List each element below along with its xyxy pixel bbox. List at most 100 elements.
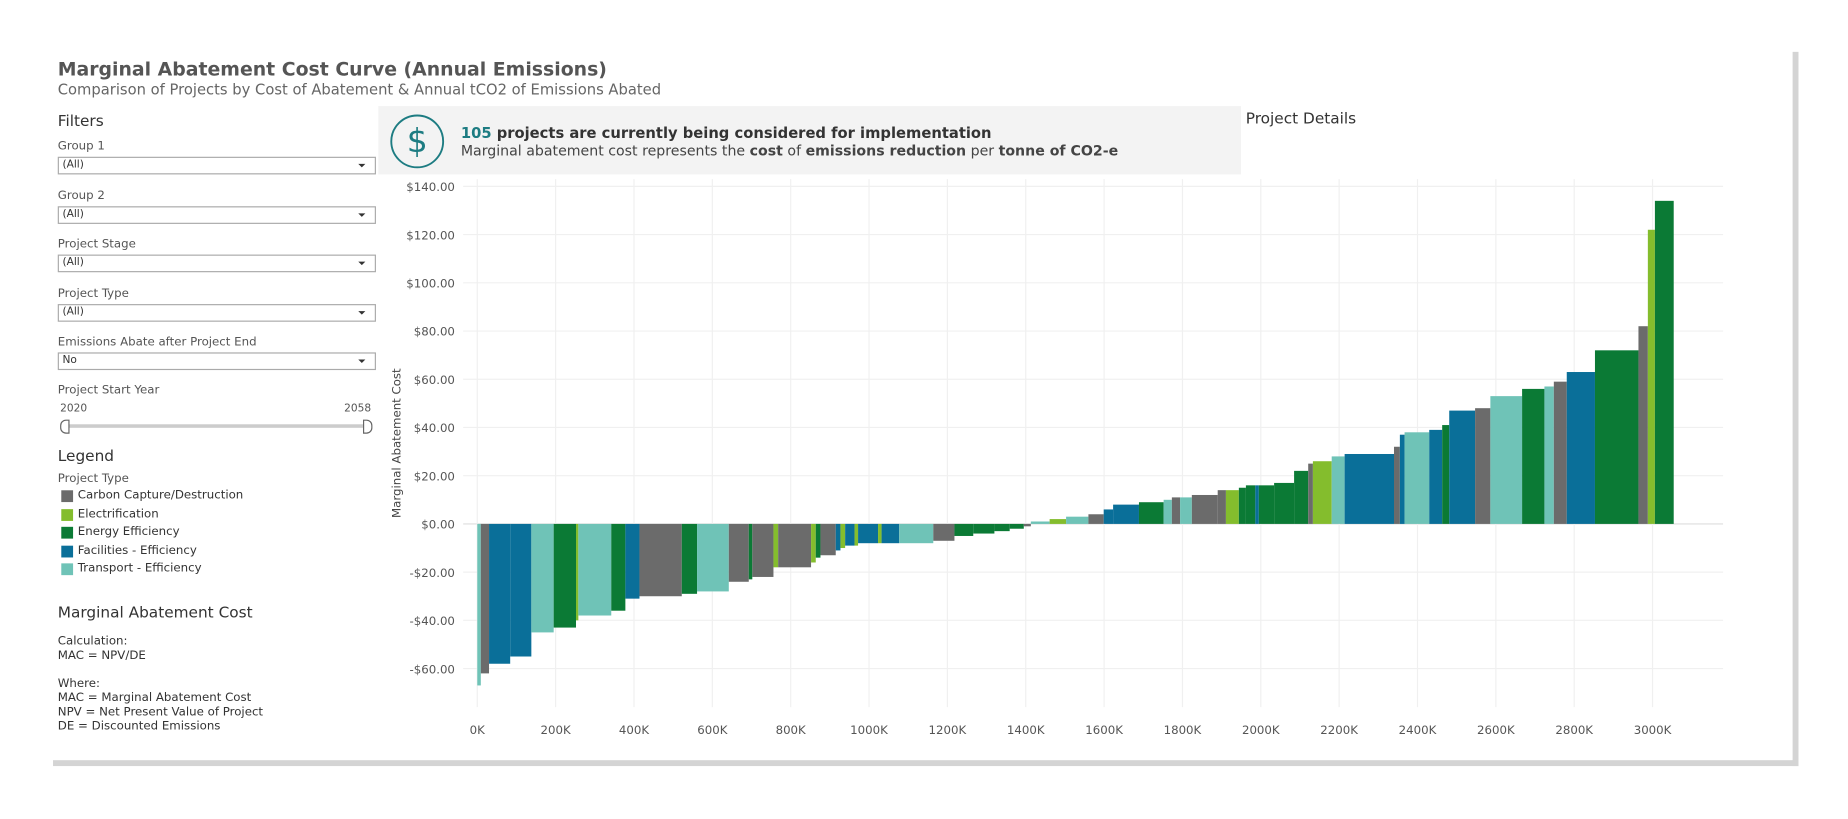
bar [728,523,749,582]
bar [1475,408,1491,524]
bar [1308,463,1313,524]
bar [1404,432,1430,524]
bar [1238,487,1246,524]
mac-line: MAC = NPV/DE [57,649,146,663]
mac-line: MAC = Marginal Abatement Cost [57,691,252,705]
bar [1180,497,1192,524]
bar [1225,490,1239,524]
legend-label: Energy Efficiency [77,525,180,539]
x-tick-label: 2800K [1555,723,1593,737]
x-tick-label: 1200K [929,723,967,737]
bar [1553,381,1567,524]
bar [933,523,955,541]
filters-heading: Filters [57,113,104,131]
filter-label: Project Type [57,286,129,300]
bar [845,523,855,546]
filter-label: Emissions Abate after Project End [57,335,257,349]
x-tick-label: 2400K [1399,723,1437,737]
legend-label: Facilities - Efficiency [77,543,197,557]
legend-swatch [61,545,74,557]
mac-line: DE = Discounted Emissions [57,720,221,734]
bar [1566,372,1595,524]
banner-part: tonne of CO2-e [998,142,1119,160]
y-tick-label: -$20.00 [410,566,455,580]
bar [1544,386,1554,524]
filter-label: Group 2 [57,189,105,203]
x-tick-label: 0K [470,723,485,737]
x-tick-label: 1000K [850,723,888,737]
x-tick-label: 1800K [1164,723,1202,737]
bar [899,523,934,544]
mac-line: Calculation: [57,635,128,649]
x-tick-label: 1600K [1085,723,1123,737]
bar [858,523,879,544]
bar [994,523,1010,532]
bar [1393,446,1400,524]
bar [510,523,532,657]
bar [881,523,900,544]
bar [1009,523,1024,529]
x-tick-label: 2200K [1320,723,1358,737]
bar [973,523,995,534]
bar [553,523,577,628]
bar [1103,509,1114,524]
x-tick-label: 200K [541,723,571,737]
bar [697,523,729,592]
bar [840,523,846,549]
dropdown[interactable]: (All) [57,254,376,273]
bar [748,523,753,580]
bar [1088,514,1104,524]
bar [1023,523,1031,527]
slider-label: Project Start Year [57,384,160,398]
details-heading: Project Details [1245,110,1357,129]
bar [531,523,554,633]
y-tick-label: $40.00 [414,421,455,435]
slider-track[interactable] [64,424,368,428]
bar [477,523,481,686]
bar [480,523,490,674]
dropdown[interactable]: (All) [57,156,376,175]
bar [954,523,974,536]
dropdown[interactable]: (All) [57,205,376,224]
slider-min: 2020 [60,403,88,415]
dropdown[interactable]: No [57,352,376,371]
bar [1163,499,1172,524]
bar [878,523,882,544]
bar [1294,470,1309,524]
bar [639,523,682,597]
banner-part: per [966,142,999,160]
bar [1654,200,1674,524]
legend-label: Carbon Capture/Destruction [77,489,244,503]
y-tick-label: -$40.00 [410,614,455,628]
bar [1399,434,1405,524]
banner-part: Marginal abatement cost represents the [460,142,750,160]
filter-label: Project Stage [57,238,136,252]
bar [1217,490,1226,524]
svg-text:$: $ [407,121,428,160]
filter-label: Group 1 [57,140,105,154]
legend-label: Electrification [77,507,159,521]
banner: $ 105 projects are currently being consi… [378,106,1242,175]
y-tick-label: $120.00 [406,228,455,242]
slider-handle[interactable] [362,419,373,434]
y-tick-label: $60.00 [414,373,455,387]
bar [773,523,779,568]
frame [53,51,1799,767]
legend-heading: Legend [57,447,115,466]
y-tick-label: -$60.00 [410,662,455,676]
mac-heading: Marginal Abatement Cost [57,604,253,623]
bar [1429,429,1443,524]
bar [1274,482,1295,524]
bar [1245,485,1256,524]
slider-handle[interactable] [60,419,70,434]
bar [1647,229,1655,524]
x-tick-label: 800K [776,723,806,737]
title: Marginal Abatement Cost Curve (Annual Em… [57,57,607,81]
bar [611,523,626,611]
legend-swatch [61,526,74,539]
x-tick-label: 600K [697,723,727,737]
bar [1138,502,1164,524]
dropdown[interactable]: (All) [57,303,376,322]
